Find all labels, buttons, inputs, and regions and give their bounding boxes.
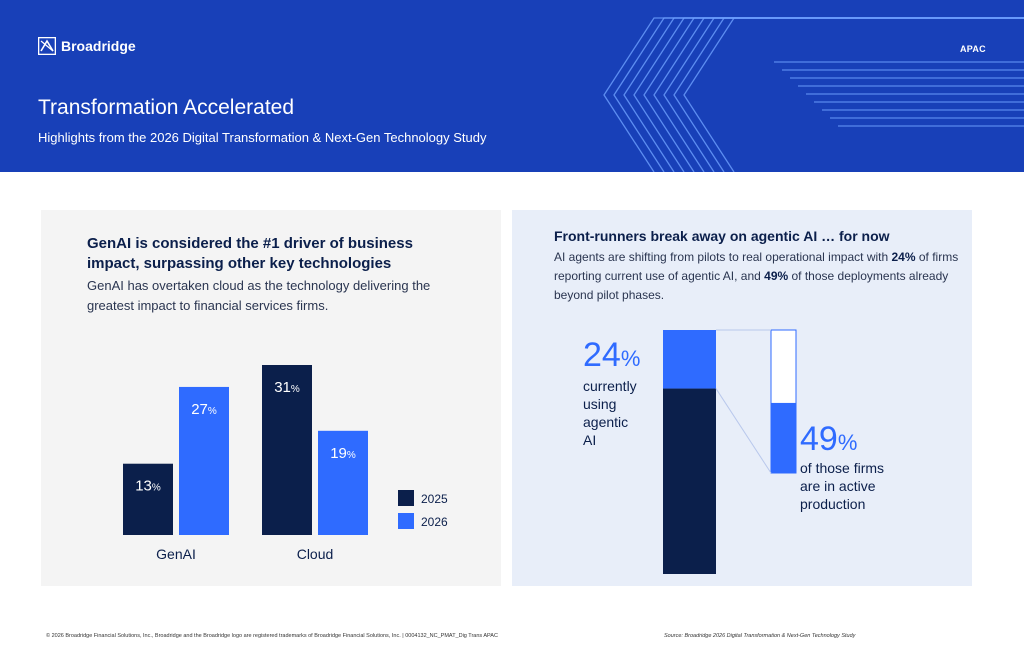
legend-label-2026: 2026 <box>421 515 448 529</box>
footer-source: Source: Broadridge 2026 Digital Transfor… <box>664 633 856 639</box>
bar-active-production <box>771 402 796 473</box>
bar-label-cloud-2026: 19% <box>330 445 356 462</box>
footer-copyright: © 2026 Broadridge Financial Solutions, I… <box>46 633 498 639</box>
category-label-cloud: Cloud <box>297 546 334 562</box>
category-label-genai: GenAI <box>156 546 196 562</box>
bar-genai-2025 <box>123 463 173 535</box>
legend-swatch-2026 <box>398 513 414 529</box>
genai-cloud-bar-chart: 13% 27% GenAI 31% 19% Cloud 2025 2026 <box>123 365 448 562</box>
page-title: Transformation Accelerated <box>38 96 295 119</box>
bar-agentic-using <box>663 330 716 389</box>
agentic-heading: Front-runners break away on agentic AI …… <box>554 228 890 244</box>
value-49-percent: 49% <box>800 420 857 458</box>
bar-genai-2026 <box>179 386 229 535</box>
agentic-ai-stacked-chart: 24% 49% currently using agentic AI of those fi… <box>583 329 884 574</box>
page-subtitle: Highlights from the 2026 Digital Transfo… <box>38 130 487 145</box>
bar-label-genai-2025: 13% <box>135 478 161 495</box>
agentic-panel: Front-runners break away on agentic AI …… <box>512 210 972 586</box>
label-active-production: of those firms are in active production <box>800 460 884 512</box>
stat-49: 49% <box>764 269 789 283</box>
value-24-percent: 24% <box>583 336 640 374</box>
header-banner: Broadridge APAC Transformation Accelerat… <box>0 0 1024 172</box>
brand-logo[interactable]: Broadridge <box>38 37 136 55</box>
region-label: APAC <box>959 44 986 54</box>
legend-label-2025: 2025 <box>421 492 448 506</box>
brand-name: Broadridge <box>61 38 136 54</box>
bar-label-genai-2026: 27% <box>191 401 217 418</box>
legend-swatch-2025 <box>398 490 414 506</box>
bar-label-cloud-2025: 31% <box>274 379 300 396</box>
genai-heading: GenAI is considered the #1 driver of bus… <box>87 235 413 272</box>
agentic-body: AI agents are shifting from pilots to re… <box>554 250 959 302</box>
genai-body: GenAI has overtaken cloud as the technol… <box>87 278 431 313</box>
decorative-chevron-lines <box>603 17 1024 172</box>
bar-cloud-2026 <box>318 430 368 535</box>
stat-24: 24% <box>891 250 916 264</box>
label-currently-using: currently using agentic AI <box>583 378 637 448</box>
bar-agentic-not-using <box>663 388 716 574</box>
genai-panel: GenAI is considered the #1 driver of bus… <box>41 210 501 586</box>
broadridge-logo-icon <box>38 37 56 55</box>
connector-bottom <box>715 388 772 474</box>
bar-cloud-2025 <box>262 365 312 535</box>
